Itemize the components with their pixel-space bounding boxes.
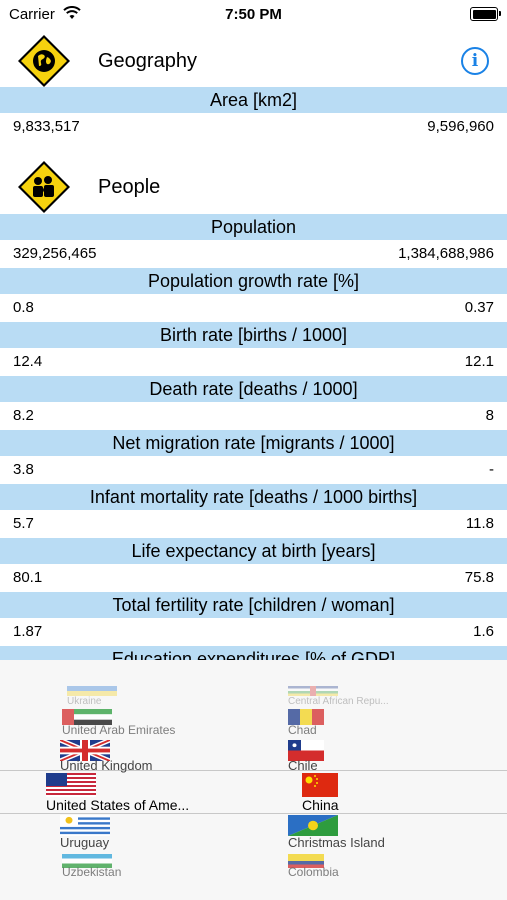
picker-item-right[interactable]: Chile — [288, 758, 318, 773]
value-china: 0.37 — [464, 299, 494, 316]
picker-item-right[interactable]: Christmas Island — [288, 835, 385, 850]
metric-header-life-expectancy: Life expectancy at birth [years] — [0, 538, 507, 564]
christmas-island-flag-icon — [288, 815, 338, 836]
metric-values-infant-mortality: 5.7 11.8 — [0, 511, 507, 537]
value-united-states: 3.8 — [13, 461, 34, 478]
picker-item-left[interactable]: United Kingdom — [60, 758, 153, 773]
metric-header-population: Population — [0, 214, 507, 240]
carrier-label: Carrier — [9, 6, 55, 23]
picker-item-left[interactable]: Ukraine — [67, 696, 102, 707]
section-title-geography: Geography — [98, 50, 197, 72]
picker-item-right[interactable]: Colombia — [288, 865, 339, 879]
metric-header-birth-rate: Birth rate [births / 1000] — [0, 322, 507, 348]
picker-selection-line-top — [0, 770, 507, 771]
uk-flag-icon — [60, 740, 110, 761]
usa-flag-icon — [46, 773, 96, 797]
china-flag-icon — [302, 773, 338, 797]
value-united-states: 1.87 — [13, 623, 43, 640]
metric-values-population-growth: 0.8 0.37 — [0, 295, 507, 321]
globe-sign-icon — [18, 35, 70, 87]
picker-item-right[interactable]: Central African Repu... — [288, 696, 389, 707]
value-china: 1.6 — [473, 623, 494, 640]
metric-values-birth-rate: 12.4 12.1 — [0, 349, 507, 375]
metric-values-area: 9,833,517 9,596,960 — [0, 114, 507, 140]
uruguay-flag-icon — [60, 815, 110, 836]
country-picker[interactable]: Ukraine United Arab Emirates United King… — [0, 660, 507, 900]
clock: 7:50 PM — [225, 6, 282, 23]
metric-header-population-growth: Population growth rate [%] — [0, 268, 507, 294]
picker-selection-line-bottom — [0, 813, 507, 814]
value-united-states: 12.4 — [13, 353, 43, 370]
uae-flag-icon — [62, 709, 112, 725]
central-african-republic-flag-icon — [288, 686, 338, 696]
value-united-states: 5.7 — [13, 515, 34, 532]
value-united-states: 80.1 — [13, 569, 43, 586]
metric-header-fertility-rate: Total fertility rate [children / woman] — [0, 592, 507, 618]
people-section-header: People — [0, 158, 507, 216]
info-button[interactable]: i — [461, 47, 489, 75]
chile-flag-icon — [288, 740, 324, 761]
metric-header-area: Area [km2] — [0, 87, 507, 113]
picker-item-right-selected[interactable]: China — [302, 797, 339, 813]
colombia-flag-icon — [288, 854, 324, 868]
metric-values-fertility-rate: 1.87 1.6 — [0, 619, 507, 645]
value-china: 12.1 — [464, 353, 494, 370]
battery-icon — [470, 7, 501, 21]
wifi-icon — [63, 6, 81, 19]
geography-section-header: Geography i — [0, 32, 507, 90]
picker-item-left[interactable]: United Arab Emirates — [62, 723, 176, 737]
value-china: 11.8 — [465, 515, 494, 532]
value-united-states: 0.8 — [13, 299, 34, 316]
uzbekistan-flag-icon — [62, 854, 112, 868]
picker-item-right[interactable]: Chad — [288, 723, 317, 737]
value-china: 1,384,688,986 — [398, 245, 494, 262]
picker-item-left[interactable]: Uzbekistan — [62, 865, 122, 879]
metric-values-death-rate: 8.2 8 — [0, 403, 507, 429]
metric-values-life-expectancy: 80.1 75.8 — [0, 565, 507, 591]
people-sign-icon — [18, 161, 70, 213]
metric-values-population: 329,256,465 1,384,688,986 — [0, 241, 507, 267]
picker-item-left[interactable]: Uruguay — [60, 835, 110, 850]
ukraine-flag-icon — [67, 686, 117, 696]
chad-flag-icon — [288, 709, 324, 725]
value-united-states: 329,256,465 — [13, 245, 97, 262]
value-china: 9,596,960 — [427, 118, 494, 135]
value-china: 8 — [485, 407, 494, 424]
value-china: 75.8 — [464, 569, 494, 586]
value-united-states: 8.2 — [13, 407, 34, 424]
value-united-states: 9,833,517 — [13, 118, 80, 135]
section-title-people: People — [98, 176, 161, 198]
picker-item-left-selected[interactable]: United States of Ame... — [46, 797, 190, 813]
value-china: - — [489, 461, 494, 478]
metric-header-infant-mortality: Infant mortality rate [deaths / 1000 bir… — [0, 484, 507, 510]
metric-values-net-migration: 3.8 - — [0, 457, 507, 483]
metric-header-net-migration: Net migration rate [migrants / 1000] — [0, 430, 507, 456]
metric-header-death-rate: Death rate [deaths / 1000] — [0, 376, 507, 402]
status-bar: Carrier 7:50 PM — [0, 0, 507, 28]
